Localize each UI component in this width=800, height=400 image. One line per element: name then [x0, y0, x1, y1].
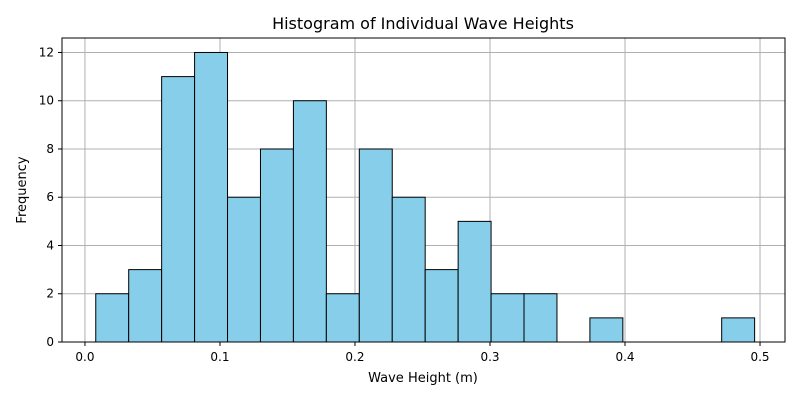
- histogram-bar: [161, 76, 196, 343]
- y-axis-label: Frequency: [15, 156, 30, 223]
- y-tick-label: 2: [46, 287, 54, 301]
- x-tick-label: 0.3: [480, 350, 499, 364]
- y-tick-label: 6: [46, 190, 54, 204]
- histogram-bar: [194, 51, 229, 343]
- histogram-bar: [128, 269, 163, 343]
- chart-title: Histogram of Individual Wave Heights: [272, 14, 574, 33]
- histogram-bar: [259, 148, 294, 343]
- histogram-bar: [490, 293, 525, 343]
- y-tick-label: 8: [46, 142, 54, 156]
- bar-layer: [95, 51, 756, 343]
- histogram-bar: [523, 293, 558, 343]
- histogram-bar: [358, 148, 393, 343]
- x-tick-label: 0.2: [345, 350, 364, 364]
- histogram-bar: [292, 100, 327, 343]
- y-tick-label: 0: [46, 335, 54, 349]
- y-tick-label: 12: [39, 45, 54, 59]
- histogram-bar: [95, 293, 130, 343]
- x-tick-label: 0.1: [210, 350, 229, 364]
- histogram-bar: [589, 317, 624, 343]
- x-tick-label: 0.0: [75, 350, 94, 364]
- histogram-bar: [391, 196, 426, 343]
- x-axis-label: Wave Height (m): [368, 371, 478, 386]
- y-tick-label: 10: [39, 94, 54, 108]
- tick-layer: 0.0 0.1 0.2 0.3 0.4 0.5 0 2 4 6 8 10 12: [39, 45, 770, 364]
- histogram-bar: [424, 269, 459, 343]
- histogram-bar: [457, 220, 492, 343]
- x-tick-label: 0.5: [750, 350, 769, 364]
- y-tick-label: 4: [46, 238, 54, 252]
- plot-area-frame: [61, 37, 786, 343]
- histogram-bar: [325, 293, 360, 343]
- histogram-bar: [227, 196, 261, 343]
- histogram-bar: [721, 317, 756, 343]
- x-tick-label: 0.4: [615, 350, 634, 364]
